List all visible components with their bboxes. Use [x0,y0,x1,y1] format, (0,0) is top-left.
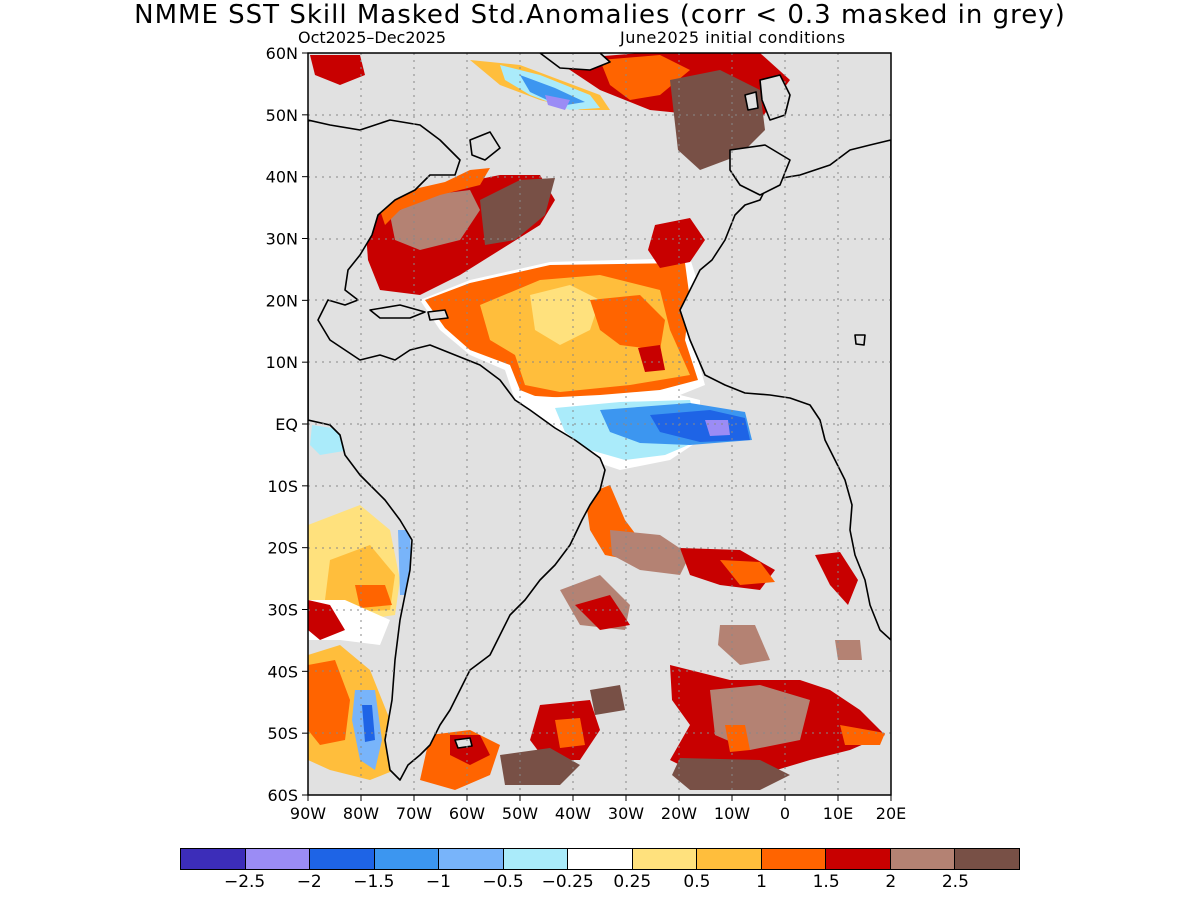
anomaly-equatorial-purple [705,420,730,436]
colorbar-label: −0.25 [541,872,594,892]
lon-tick-label: 30W [608,804,644,823]
anomaly-north-atlantic-orange [600,55,690,100]
colorbar-label: −2 [296,872,322,892]
anomaly-tropical-north-atlantic-red-core [638,345,665,372]
colorbar-swatch [310,849,375,869]
lon-tick-label: 60W [449,804,485,823]
colorbar-swatch [632,849,698,869]
colorbar-label: 1 [756,872,767,892]
anomaly-namibia-red [815,552,858,605]
colorbar-label: 0.5 [683,872,711,892]
colorbar-swatch [374,849,440,869]
lon-tick-label: 70W [396,804,432,823]
colorbar-swatch [761,849,827,869]
colorbar-labels: −2.5 −2 −1.5 −1 −0.5 −0.25 0.25 0.5 1 1.5 2 2.5 [0,872,1200,894]
lon-tick-label: 20W [661,804,697,823]
lat-tick-label: 60S [267,786,298,805]
anomaly-southern-ocean-orange-east [840,725,885,745]
land-falklands [454,737,473,749]
land-cuba [369,304,426,319]
colorbar-swatch [503,849,569,869]
colorbar-label: −2.5 [223,872,266,892]
anomaly-southern-ocean-darkbrown [672,758,790,790]
anomaly-argentine-basin-orange [555,718,585,748]
anomaly-north-africa-red [648,218,705,268]
lon-tick-label: 10E [823,804,853,823]
lat-tick-label: EQ [275,415,298,434]
colorbar-label: 2.5 [941,872,969,892]
anomaly-labrador-blue [520,75,585,106]
anomaly-south-atlantic-brown-2 [718,625,770,665]
lon-tick-label: 0 [780,804,790,823]
lat-tick-label: 40N [266,168,298,187]
anomaly-south-atlantic-orange [720,560,775,585]
lat-tick-label: 30S [267,601,298,620]
anomaly-northeast-pacific-red [310,55,365,85]
lat-tick-label: 50S [267,724,298,743]
lat-tick-label: 50N [266,106,298,125]
lon-tick-label: 10W [714,804,750,823]
anomaly-tropical-north-atlantic-orange-core [590,295,665,350]
colorbar [180,848,1020,870]
anomaly-north-atlantic-brown [670,70,765,170]
lon-tick-label: 40W [555,804,591,823]
colorbar-swatch [697,849,762,869]
anomaly-southern-ocean-orange [725,725,750,752]
forecast-period: Oct2025–Dec2025 [298,28,447,47]
anomaly-labrador-purple [545,95,570,110]
lon-tick-label: 80W [343,804,379,823]
lon-tick-label: 90W [290,804,326,823]
lat-tick-label: 20S [267,539,298,558]
colorbar-label: 0.25 [613,872,652,892]
land-ireland [744,91,759,111]
lat-tick-label: 10S [267,477,298,496]
land-hispaniola [427,309,449,321]
anomaly-mid-south-atlantic-red [575,595,630,630]
lat-tick-label: 60N [266,44,298,63]
axis-ticks: 60N 50N 40N 30N 20N 10N EQ 10S 20S 30S 40S 50S 60S90… [266,44,907,823]
colorbar-swatch [890,849,956,869]
anomaly-north-atlantic-darkbrown [480,178,555,245]
colorbar-swatch [181,849,246,869]
initial-conditions: June2025 initial conditions [620,28,846,47]
chart-title: NMME SST Skill Masked Std.Anomalies (cor… [134,0,1066,30]
map-field [308,53,891,795]
anomaly-peru-orange [355,585,392,608]
anomaly-gulf-stream-orange [380,168,490,225]
lat-tick-label: 20N [266,291,298,310]
colorbar-label: −0.5 [482,872,524,892]
colorbar-label: 2 [885,872,897,892]
land-newfoundland [469,131,501,161]
colorbar-swatch [439,849,504,869]
anomaly-south-atlantic-brown-3 [835,640,862,660]
anomaly-south-atlantic-brown [610,530,690,575]
anomaly-chile-red [308,600,345,640]
lon-tick-label: 50W [502,804,538,823]
colorbar-swatch [245,849,311,869]
lon-tick-label: 20E [876,804,906,823]
colorbar-label: −1 [425,872,451,892]
colorbar-swatch [955,849,1019,869]
lat-tick-label: 40S [267,662,298,681]
lat-tick-label: 10N [266,353,298,372]
colorbar-label: 1.5 [812,872,840,892]
anomaly-argentine-basin-brown [590,685,625,715]
grid-lines [308,53,891,795]
anomaly-southeast-pacific-orange [308,660,350,745]
lat-tick-label: 30N [266,230,298,249]
colorbar-swatch [826,849,891,869]
colorbar-swatch [568,849,633,869]
colorbar-label: −1.5 [353,872,395,892]
land-madagascar-edge [854,334,866,346]
land-north-america [308,119,606,781]
land-greenland-edge [539,53,611,71]
